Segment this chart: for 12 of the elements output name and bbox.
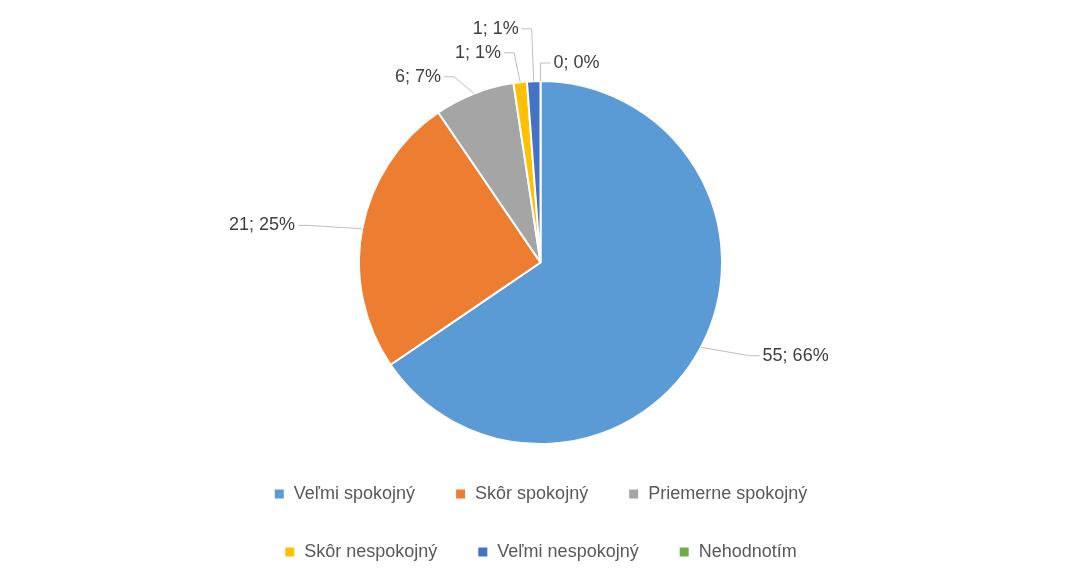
legend-label: Nehodnotím <box>698 540 797 561</box>
data-label: 55; 66% <box>762 344 829 365</box>
data-label: 1; 1% <box>472 17 519 38</box>
data-label: 21; 25% <box>229 214 296 235</box>
data-label: 1; 1% <box>454 41 502 62</box>
data-label: 6; 7% <box>395 65 442 86</box>
legend-label: Veľmi spokojný <box>293 482 416 503</box>
text: 0; 0% <box>553 51 600 72</box>
legend-label: Skôr nespokojný <box>304 540 438 561</box>
legend-label: Priemerne spokojný <box>648 482 808 503</box>
legend-label: Veľmi nespokojný <box>497 540 639 561</box>
legend-label: Skôr spokojný <box>475 482 589 503</box>
